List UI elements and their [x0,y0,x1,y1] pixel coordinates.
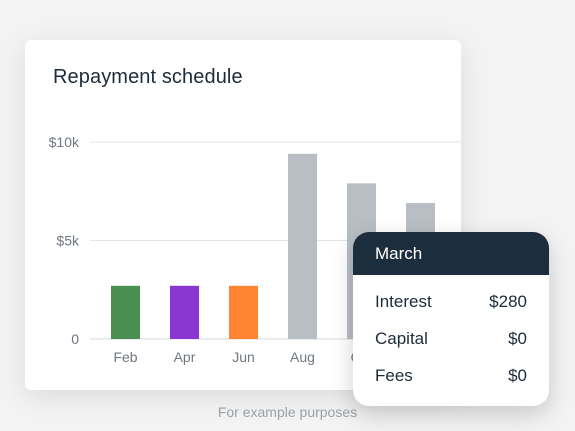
repayment-schedule-card: Repayment schedule 0$5k$10kFebAprJunAugO… [25,40,461,390]
tooltip-row-value: $0 [508,366,527,385]
footnote: For example purposes [217,404,358,420]
x-tick-label: Feb [113,349,137,365]
tooltip-row-value: $280 [489,292,527,311]
tooltip-row-capital: Capital $0 [375,327,527,351]
tooltip-row-interest: Interest $280 [375,290,527,314]
y-tick-label: 0 [71,331,79,347]
tooltip-row-label: Interest [375,292,432,311]
x-tick-label: Jun [232,349,255,365]
bar [111,285,140,339]
card-title: Repayment schedule [53,66,243,88]
y-tick-label: $5k [56,233,80,249]
tooltip-row-label: Fees [375,366,413,385]
tooltip-row-fees: Fees $0 [375,364,527,388]
bar [170,285,199,339]
bar [229,285,258,339]
bar [288,153,317,339]
tooltip-title: March [353,232,549,275]
x-tick-label: Aug [290,349,315,365]
tooltip-row-value: $0 [508,329,527,348]
tooltip-row-label: Capital [375,329,428,348]
y-tick-label: $10k [49,134,80,150]
month-detail-tooltip: March Interest $280 Capital $0 Fees $0 [353,232,549,406]
x-tick-label: Apr [174,349,196,365]
